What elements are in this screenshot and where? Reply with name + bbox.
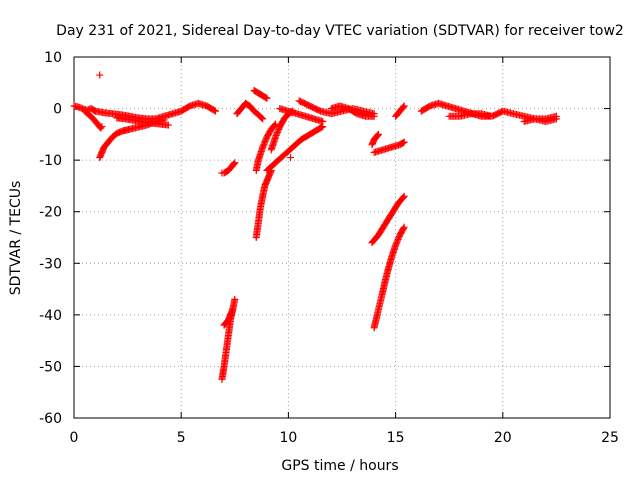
data-point	[231, 159, 239, 167]
data-point	[258, 114, 266, 122]
series-arc-11	[252, 166, 275, 241]
x-axis-ticks: 0 5 10 15 20 25	[70, 57, 619, 446]
data-point	[400, 138, 408, 146]
data-point	[212, 107, 220, 115]
data-point	[259, 143, 267, 151]
data-point	[392, 241, 400, 249]
data-point	[374, 131, 382, 139]
series-arc-20	[368, 192, 408, 247]
series-arc-10	[250, 87, 271, 102]
data-point	[552, 115, 560, 123]
data-point	[400, 102, 408, 110]
series-arc-3	[91, 99, 220, 123]
data-point	[272, 131, 280, 139]
data-point	[273, 130, 281, 138]
data-point	[261, 139, 269, 147]
data-point	[262, 136, 270, 144]
y-tick-label: -50	[39, 359, 62, 375]
series-arc-25	[520, 115, 560, 125]
data-point	[393, 237, 401, 245]
data-point	[399, 139, 407, 147]
series-arc-12	[252, 120, 280, 174]
data-point	[259, 115, 267, 123]
x-tick-label: 5	[177, 430, 186, 446]
data-point	[374, 130, 382, 138]
series-arc-22	[392, 102, 408, 120]
x-axis-label: GPS time / hours	[281, 458, 398, 474]
series-arc-7	[218, 295, 239, 383]
series-arc-18	[368, 130, 382, 149]
data-points	[70, 71, 560, 383]
y-tick-label: -60	[39, 411, 62, 427]
y-axis-ticks: 10 0 -10 -20 -30 -40 -50 -60	[39, 50, 610, 427]
data-point	[287, 154, 295, 162]
data-point	[399, 103, 407, 111]
series-arc-21	[370, 223, 408, 332]
data-point	[263, 94, 271, 102]
data-point	[98, 123, 106, 131]
data-point	[229, 306, 237, 314]
data-point	[399, 193, 407, 201]
data-point	[399, 224, 407, 232]
x-tick-label: 0	[70, 430, 79, 446]
series-arc-15	[276, 105, 327, 125]
chart-title: Day 231 of 2021, Sidereal Day-to-day VTE…	[56, 23, 624, 39]
series-arc-17	[327, 102, 378, 120]
data-point	[230, 160, 238, 168]
x-tick-label: 25	[601, 430, 619, 446]
data-point	[218, 169, 226, 177]
data-point	[260, 140, 268, 148]
series-arc-13	[263, 123, 327, 174]
x-tick-label: 15	[387, 430, 405, 446]
data-point	[319, 117, 327, 125]
y-tick-label: -10	[39, 153, 62, 169]
y-tick-label: -30	[39, 256, 62, 272]
series-arc-2	[81, 107, 105, 132]
data-point	[393, 238, 401, 246]
data-point	[262, 94, 270, 102]
data-point	[272, 133, 280, 141]
data-point	[400, 223, 408, 231]
data-point	[229, 160, 237, 168]
y-tick-label: 0	[53, 102, 62, 118]
data-point	[275, 126, 283, 134]
series-arc-19	[370, 138, 408, 156]
x-tick-label: 20	[494, 430, 512, 446]
data-point	[96, 71, 104, 79]
axes-frame	[73, 56, 611, 419]
data-point	[274, 127, 282, 135]
data-point	[259, 142, 267, 150]
data-point	[273, 129, 281, 137]
data-point	[231, 295, 239, 303]
data-point	[394, 235, 402, 243]
x-tick-label: 10	[279, 430, 297, 446]
data-point	[271, 121, 279, 129]
data-point	[373, 132, 381, 140]
series-arc-6	[220, 159, 239, 177]
y-tick-label: 10	[44, 50, 62, 66]
y-tick-label: -40	[39, 308, 62, 324]
series-arc-9	[233, 99, 267, 123]
data-point	[370, 112, 378, 120]
y-axis-label: SDTVAR / TECUs	[8, 181, 24, 296]
data-point	[318, 123, 326, 131]
plot-frame	[73, 56, 611, 419]
data-point	[400, 192, 408, 200]
y-tick-label: -20	[39, 205, 62, 221]
data-point	[97, 124, 105, 132]
data-point	[392, 240, 400, 248]
series-outliers	[96, 71, 295, 177]
series-arc-8	[220, 306, 237, 329]
data-point	[261, 137, 269, 145]
data-point	[164, 121, 172, 129]
series-arc-5	[113, 114, 172, 129]
data-point	[210, 106, 218, 114]
data-point	[395, 234, 403, 242]
